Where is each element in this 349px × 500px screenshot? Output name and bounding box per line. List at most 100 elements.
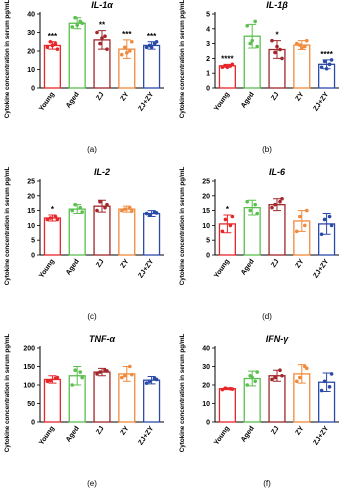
x-tick-label: Aged [65, 258, 81, 276]
data-point [78, 370, 82, 374]
significance: ** [99, 21, 106, 30]
data-point [324, 66, 329, 71]
data-point [120, 208, 124, 213]
bar [68, 208, 86, 256]
data-point [220, 229, 225, 234]
data-point [144, 45, 149, 50]
data-point [105, 47, 109, 51]
data-point [78, 205, 82, 210]
x-tick-label: Aged [240, 425, 256, 443]
data-point [280, 196, 284, 201]
significance: *** [122, 30, 132, 39]
bar [268, 204, 286, 256]
y-axis-label: Cytokine concentration in serum pg/mL [179, 334, 186, 453]
panel-title: IL-2 [94, 167, 110, 177]
significance: * [51, 205, 55, 214]
panel-label: (e) [87, 479, 97, 488]
data-point [280, 56, 284, 61]
data-point [105, 202, 109, 207]
panel-label: (a) [87, 145, 97, 154]
data-point [130, 372, 134, 377]
x-tick-label: ZJ [95, 258, 105, 269]
data-point [95, 372, 99, 376]
data-point [248, 208, 252, 213]
data-point [295, 379, 299, 384]
data-point [270, 377, 274, 382]
data-point [305, 38, 309, 43]
x-tick-label: ZJ [270, 91, 280, 102]
data-point [253, 202, 257, 207]
data-point [48, 378, 53, 383]
data-point [322, 379, 327, 384]
x-tick-label: Young [38, 258, 56, 279]
x-tick-label: ZJ+ZY [137, 258, 155, 280]
y-tick-label: 10 [27, 67, 35, 74]
data-point [278, 368, 282, 373]
significance: *** [48, 32, 58, 41]
error-bar [248, 199, 257, 216]
data-point [225, 65, 230, 70]
data-point [298, 214, 302, 219]
bar [118, 208, 136, 256]
y-tick-label: 20 [202, 383, 210, 390]
error-bar [322, 372, 331, 392]
x-tick-label: ZJ+ZY [312, 91, 330, 113]
bar [143, 379, 161, 423]
data-point [123, 45, 127, 50]
x-tick-label: ZJ+ZY [137, 91, 155, 113]
y-tick-label: 20 [27, 49, 35, 56]
data-point [73, 368, 77, 373]
data-point [305, 366, 309, 371]
data-point [220, 387, 225, 392]
data-point [95, 208, 99, 213]
data-point [329, 58, 334, 62]
data-point [75, 23, 79, 27]
x-tick-label: Aged [240, 258, 256, 276]
y-tick-label: 40 [27, 12, 35, 19]
data-point [273, 50, 277, 55]
data-point [280, 373, 284, 378]
data-point [329, 372, 334, 376]
y-tick-label: 5 [206, 12, 210, 19]
significance: **** [221, 54, 234, 63]
data-point [255, 370, 259, 374]
data-point [278, 47, 282, 52]
panel-label: (d) [262, 312, 272, 321]
data-point [130, 39, 134, 44]
data-point [305, 208, 309, 213]
x-tick-label: ZY [295, 91, 306, 103]
y-tick-label: 10 [202, 401, 210, 408]
data-point [53, 214, 58, 219]
bar [218, 65, 236, 89]
data-point [70, 208, 74, 213]
panel-title: IL-1β [266, 0, 288, 10]
data-point [103, 34, 107, 38]
bar [68, 22, 86, 89]
data-point [144, 211, 149, 216]
data-point [327, 62, 332, 67]
data-point [80, 21, 84, 26]
data-point [250, 375, 254, 380]
data-point [98, 370, 102, 374]
bar [43, 378, 61, 423]
data-point [245, 24, 249, 28]
y-tick-label: 50 [27, 401, 35, 408]
data-point [128, 49, 132, 53]
data-point [154, 39, 159, 44]
y-tick-label: 4 [206, 26, 210, 33]
bar [43, 217, 61, 256]
data-point [327, 385, 332, 389]
data-point [223, 386, 228, 390]
y-tick-label: 15 [202, 208, 210, 215]
x-tick-label: ZY [295, 258, 306, 270]
y-tick-label: 3 [206, 41, 210, 48]
data-point [50, 43, 55, 48]
panel-label: (b) [262, 145, 272, 154]
data-point [250, 38, 254, 43]
panel-label: (f) [263, 479, 271, 488]
x-tick-label: Aged [65, 425, 81, 443]
x-tick-label: ZY [120, 91, 131, 103]
data-point [120, 52, 124, 57]
y-axis-label: Cytokine concentration in serum pg/mL [4, 334, 11, 453]
significance: **** [320, 50, 333, 59]
